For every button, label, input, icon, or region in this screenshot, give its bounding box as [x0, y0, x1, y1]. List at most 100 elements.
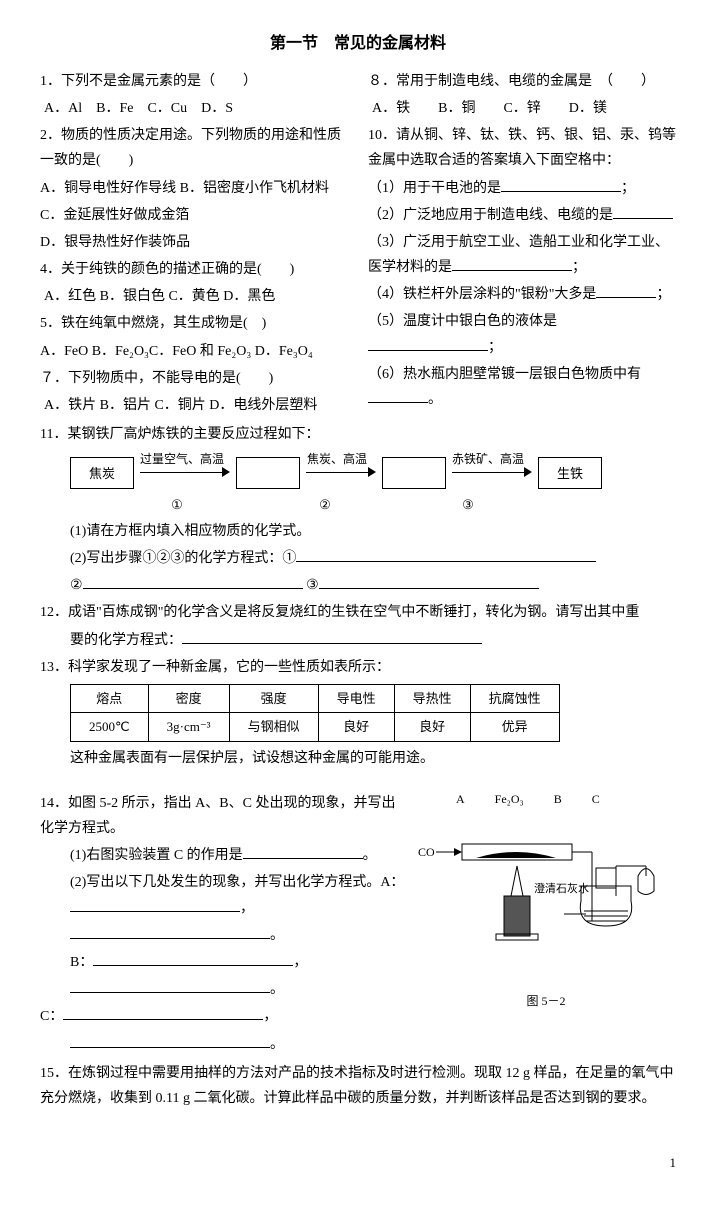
semi: ；: [656, 287, 670, 302]
q2-opt-c: C．金延展性好做成金箔: [40, 203, 348, 228]
table-cell: 熔点: [71, 684, 149, 712]
q10-6: （6）热水瓶内胆壁常镀一层银白色物质中有。: [368, 362, 676, 412]
q14-blank: 。: [70, 977, 406, 1002]
flow-arrow-3: 赤铁矿、高温: [452, 463, 532, 483]
q14-left: 14．如图 5-2 所示，指出 A、B、C 处出现的现象，并写出化学方程式。 (…: [40, 789, 406, 1059]
period: 。: [270, 1037, 284, 1052]
q10-5: （5）温度计中银白色的液体是；: [368, 309, 676, 359]
flow-arrow-2: 焦炭、高温: [306, 463, 376, 483]
blank: [243, 844, 363, 859]
comma: ，: [263, 1009, 277, 1024]
flow-numbers: ① ② ③: [70, 493, 676, 516]
table-cell: 良好: [394, 713, 470, 741]
q10-5-text: （5）温度计中银白色的液体是: [368, 314, 557, 329]
flow-box-2: [236, 457, 300, 489]
label-lime: 澄清石灰水: [534, 883, 589, 896]
semi: ；: [572, 260, 586, 275]
q14-B-text: B：: [70, 955, 93, 970]
q2-opt-d: D．银导热性好作装饰品: [40, 230, 348, 255]
q14-2: (2)写出以下几处发生的现象，并写出化学方程式。A： ，: [70, 870, 406, 920]
blank: [368, 336, 488, 351]
flow-box-4: 生铁: [538, 457, 602, 489]
q11-1: (1)请在方框内填入相应物质的化学式。: [70, 519, 676, 544]
table-row: 熔点 密度 强度 导电性 导热性 抗腐蚀性: [71, 684, 560, 712]
q10-2: （2）广泛地应用于制造电线、电缆的是: [368, 203, 676, 228]
q12b: 要的化学方程式：: [70, 628, 676, 653]
q10-2-text: （2）广泛地应用于制造电线、电缆的是: [368, 208, 613, 223]
table-cell: 导电性: [318, 684, 394, 712]
q13b: 这种金属表面有一层保护层，试设想这种金属的可能用途。: [70, 746, 676, 771]
arrow-label: 焦炭、高温: [306, 449, 368, 471]
blank: [70, 897, 240, 912]
semi: ；: [621, 181, 635, 196]
table-cell: 与钢相似: [229, 713, 318, 741]
blank: [70, 924, 270, 939]
period: 。: [270, 928, 284, 943]
right-column: ８．常用于制造电线、电缆的金属是 （ ） A．铁 B．铜 C．锌 D．镁 10．…: [368, 67, 676, 420]
comma: ，: [293, 955, 307, 970]
table-cell: 密度: [148, 684, 229, 712]
figure-caption: 图 5－2: [416, 991, 676, 1013]
q2-opt-a: A．铜导电性好作导线 B．铝密度小作飞机材料: [40, 176, 348, 201]
q4-options: A．红色 B．银白色 C．黄色 D．黑色: [44, 284, 348, 309]
label-CO: CO: [418, 845, 435, 859]
table-cell: 良好: [318, 713, 394, 741]
section-title: 第一节 常见的金属材料: [40, 30, 676, 59]
q14: 14．如图 5-2 所示，指出 A、B、C 处出现的现象，并写出化学方程式。: [40, 791, 406, 841]
comma: ，: [240, 901, 254, 916]
q14-C: C： ，: [40, 1004, 406, 1029]
blank: [70, 1033, 270, 1048]
q11-2a: (2)写出步骤①②③的化学方程式：①: [70, 546, 676, 571]
q14-1-text: (1)右图实验装置 C 的作用是: [70, 848, 243, 863]
table-cell: 3g·cm⁻³: [148, 713, 229, 741]
q11-2c-text: ③: [306, 578, 319, 593]
two-column-block: 1．下列不是金属元素的是（ ） A．Al B．Fe C．Cu D．S 2．物质的…: [40, 67, 676, 420]
q10-1: （1）用于干电池的是 ；: [368, 176, 676, 201]
blank: [452, 256, 572, 271]
q13: 13．科学家发现了一种新金属，它的一些性质如表所示：: [40, 655, 676, 680]
q10-4-text: （4）铁栏杆外层涂料的"银粉"大多是: [368, 287, 596, 302]
table-cell: 强度: [229, 684, 318, 712]
q14-2-text: (2)写出以下几处发生的现象，并写出化学方程式。A：: [70, 875, 404, 890]
q10-1-text: （1）用于干电池的是: [368, 181, 501, 196]
q14-blank: 。: [70, 923, 406, 948]
q5-options: A．FeO B．Fe₂O₃C．FeO 和 Fe₂O₃ D．Fe₃O₄: [40, 339, 348, 364]
metal-table: 熔点 密度 强度 导电性 导热性 抗腐蚀性 2500℃ 3g·cm⁻³ 与钢相似…: [70, 684, 560, 742]
q5: 5．铁在纯氧中燃烧，其生成物是( ): [40, 311, 348, 336]
q14-C-text: C：: [40, 1009, 63, 1024]
blank: [83, 574, 303, 589]
q11-2b: ② ③: [70, 573, 676, 598]
table-row: 2500℃ 3g·cm⁻³ 与钢相似 良好 良好 优异: [71, 713, 560, 741]
blank: [596, 283, 656, 298]
q7-options: A．铁片 B．铝片 C．铜片 D．电线外层塑料: [44, 393, 348, 418]
q1: 1．下列不是金属元素的是（ ）: [40, 69, 348, 94]
blank: [93, 951, 293, 966]
q15: 15．在炼钢过程中需要用抽样的方法对产品的技术指标及时进行检测。现取 12 g …: [40, 1061, 676, 1111]
label-Fe2O3: Fe₂O₃: [495, 789, 524, 811]
q11-2a-text: (2)写出步骤①②③的化学方程式：①: [70, 551, 296, 566]
period: 。: [363, 848, 377, 863]
q11: 11．某钢铁厂高炉炼铁的主要反应过程如下：: [40, 422, 676, 447]
arrow-label: 赤铁矿、高温: [452, 449, 524, 471]
flow-box-1: 焦炭: [70, 457, 134, 489]
flowchart: 焦炭 过量空气、高温 焦炭、高温 赤铁矿、高温 生铁: [70, 457, 676, 489]
num-3: ③: [428, 493, 508, 516]
q14-diagram: A Fe₂O₃ B C CO: [416, 789, 676, 1012]
label-C: C: [592, 789, 600, 811]
q12b-text: 要的化学方程式：: [70, 633, 182, 648]
q14-blank: 。: [70, 1032, 406, 1057]
table-cell: 抗腐蚀性: [470, 684, 559, 712]
blank: [296, 547, 596, 562]
q10-3: （3）广泛用于航空工业、造船工业和化学工业、医学材料的是；: [368, 230, 676, 280]
blank: [368, 388, 428, 403]
q14-1: (1)右图实验装置 C 的作用是 。: [70, 843, 406, 868]
period: 。: [270, 982, 284, 997]
q1-options: A．Al B．Fe C．Cu D．S: [44, 96, 348, 121]
left-column: 1．下列不是金属元素的是（ ） A．Al B．Fe C．Cu D．S 2．物质的…: [40, 67, 348, 420]
q4: 4．关于纯铁的颜色的描述正确的是( ): [40, 257, 348, 282]
page-number: 1: [40, 1151, 676, 1174]
q10: 10．请从铜、锌、钛、铁、钙、银、铝、汞、钨等金属中选取合适的答案填入下面空格中…: [368, 123, 676, 173]
label-B: B: [554, 789, 562, 811]
table-cell: 优异: [470, 713, 559, 741]
q14-B: B： ，: [70, 950, 406, 975]
